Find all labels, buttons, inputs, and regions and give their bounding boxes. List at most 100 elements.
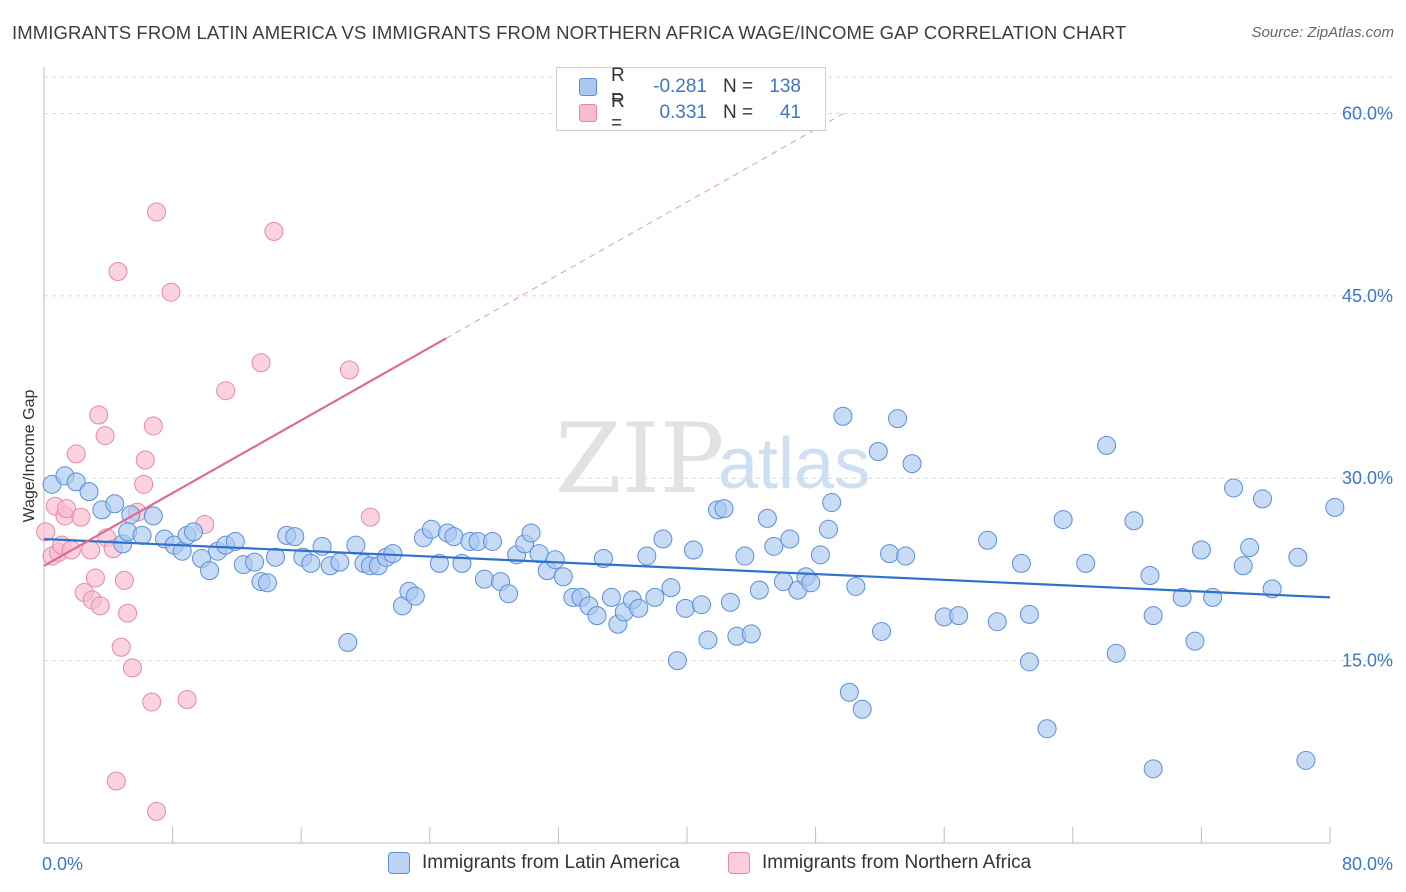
northern-africa-point [135,450,155,470]
latin-america-point [257,573,277,593]
latin-america-point [553,567,573,587]
northern-africa-point [251,353,271,373]
latin-america-point [846,576,866,596]
latin-america-point [839,682,859,702]
r-label: R = [611,91,625,134]
latin-america-point [499,584,519,604]
x-tick-label-min: 0.0% [42,854,83,874]
latin-america-point [741,624,761,644]
northern-africa-point [177,690,197,710]
y-tick-label: 60.0% [1342,103,1393,123]
r-value: -0.281 [653,76,707,97]
latin-america-point [949,606,969,626]
latin-america-point [822,493,842,513]
pink-swatch-icon [728,852,750,874]
latin-america-point [852,699,872,719]
latin-america-point [1076,553,1096,573]
northern-africa-point [147,202,167,222]
y-axis-label: Wage/Income Gap [21,390,38,523]
latin-america-point [285,527,305,547]
watermark-atlas: atlas [718,424,870,504]
northern-africa-point [339,360,359,380]
watermark-zip: ZIP [555,403,724,515]
latin-america-point [1143,606,1163,626]
stats-row-northern-africa: R = 0.331 N = 41 [579,91,801,134]
tick-labels: 15.0% 30.0% 45.0% 60.0% 0.0% 80.0% [42,103,1393,874]
latin-america-point [1124,511,1144,531]
latin-america-point [474,569,494,589]
latin-america-point [429,553,449,573]
latin-america-point [1019,652,1039,672]
latin-america-point [521,523,541,543]
latin-america-point [1019,604,1039,624]
latin-america-point [1011,553,1031,573]
latin-america-point [780,529,800,549]
latin-america-point [1224,478,1244,498]
latin-america-point [902,454,922,474]
source-credit: Source: ZipAtlas.com [1251,24,1394,41]
latin-america-point [757,508,777,528]
latin-america-point [265,547,285,567]
latin-america-point [1233,556,1253,576]
latin-america-point [245,552,265,572]
latin-america-point [714,499,734,519]
latin-america-point [79,482,99,502]
northern-africa-point [111,637,131,657]
latin-america-point [1296,750,1316,770]
latin-america-point [1262,579,1282,599]
latin-america-point [105,494,125,514]
latin-america-point [667,651,687,671]
legend-label: Immigrants from Latin America [422,852,680,873]
northern-africa-point [66,444,86,464]
latin-america-point [691,595,711,615]
northern-africa-point [142,692,162,712]
latin-america-point [868,441,888,461]
northern-africa-point [71,507,91,527]
latin-america-point [1053,510,1073,530]
latin-america-point [698,630,718,650]
y-tick-label: 45.0% [1342,286,1393,306]
n-value: 138 [769,76,801,97]
latin-america-point [482,531,502,551]
latin-america-point [330,552,350,572]
northern-africa-point [85,568,105,588]
series-legend: Immigrants from Latin America Immigrants… [0,852,1406,876]
watermark: ZIP atlas [555,403,870,515]
n-label: N = [723,76,754,97]
latin-america-point [818,519,838,539]
r-value: 0.331 [659,102,707,123]
northern-africa-point [114,570,134,590]
latin-america-point [1191,540,1211,560]
latin-america-point [645,587,665,607]
stats-row-latin-america: R = -0.281 N = 138 [579,65,801,108]
northern-africa-point [118,603,138,623]
latin-america-point [720,592,740,612]
latin-america-point [1097,435,1117,455]
n-label: N = [723,102,754,123]
legend-item-latin-america[interactable]: Immigrants from Latin America [388,852,680,874]
stats-legend: R = -0.281 N = 138 R = 0.331 N = 41 [556,65,826,134]
chart-title: IMMIGRANTS FROM LATIN AMERICA VS IMMIGRA… [12,22,1127,43]
northern-africa-trend-line [43,337,447,567]
latin-america-point [880,544,900,564]
latin-america-point [545,550,565,570]
latin-america-point [810,545,830,565]
latin-america-point [683,540,703,560]
latin-america-point [143,506,163,526]
northern-africa-point [122,658,142,678]
latin-america-point [1140,566,1160,586]
latin-america-point [735,546,755,566]
pink-swatch-icon [579,104,597,122]
latin-america-point [587,606,607,626]
northern-africa-point [134,474,154,494]
legend-item-northern-africa[interactable]: Immigrants from Northern Africa [728,852,1031,874]
latin-america-point [1252,489,1272,509]
latin-america-point [629,598,649,618]
latin-america-point [801,573,821,593]
northern-africa-point [264,221,284,241]
latin-america-point [301,553,321,573]
latin-america-point [601,587,621,607]
latin-america-point [183,522,203,542]
northern-africa-point [360,507,380,527]
